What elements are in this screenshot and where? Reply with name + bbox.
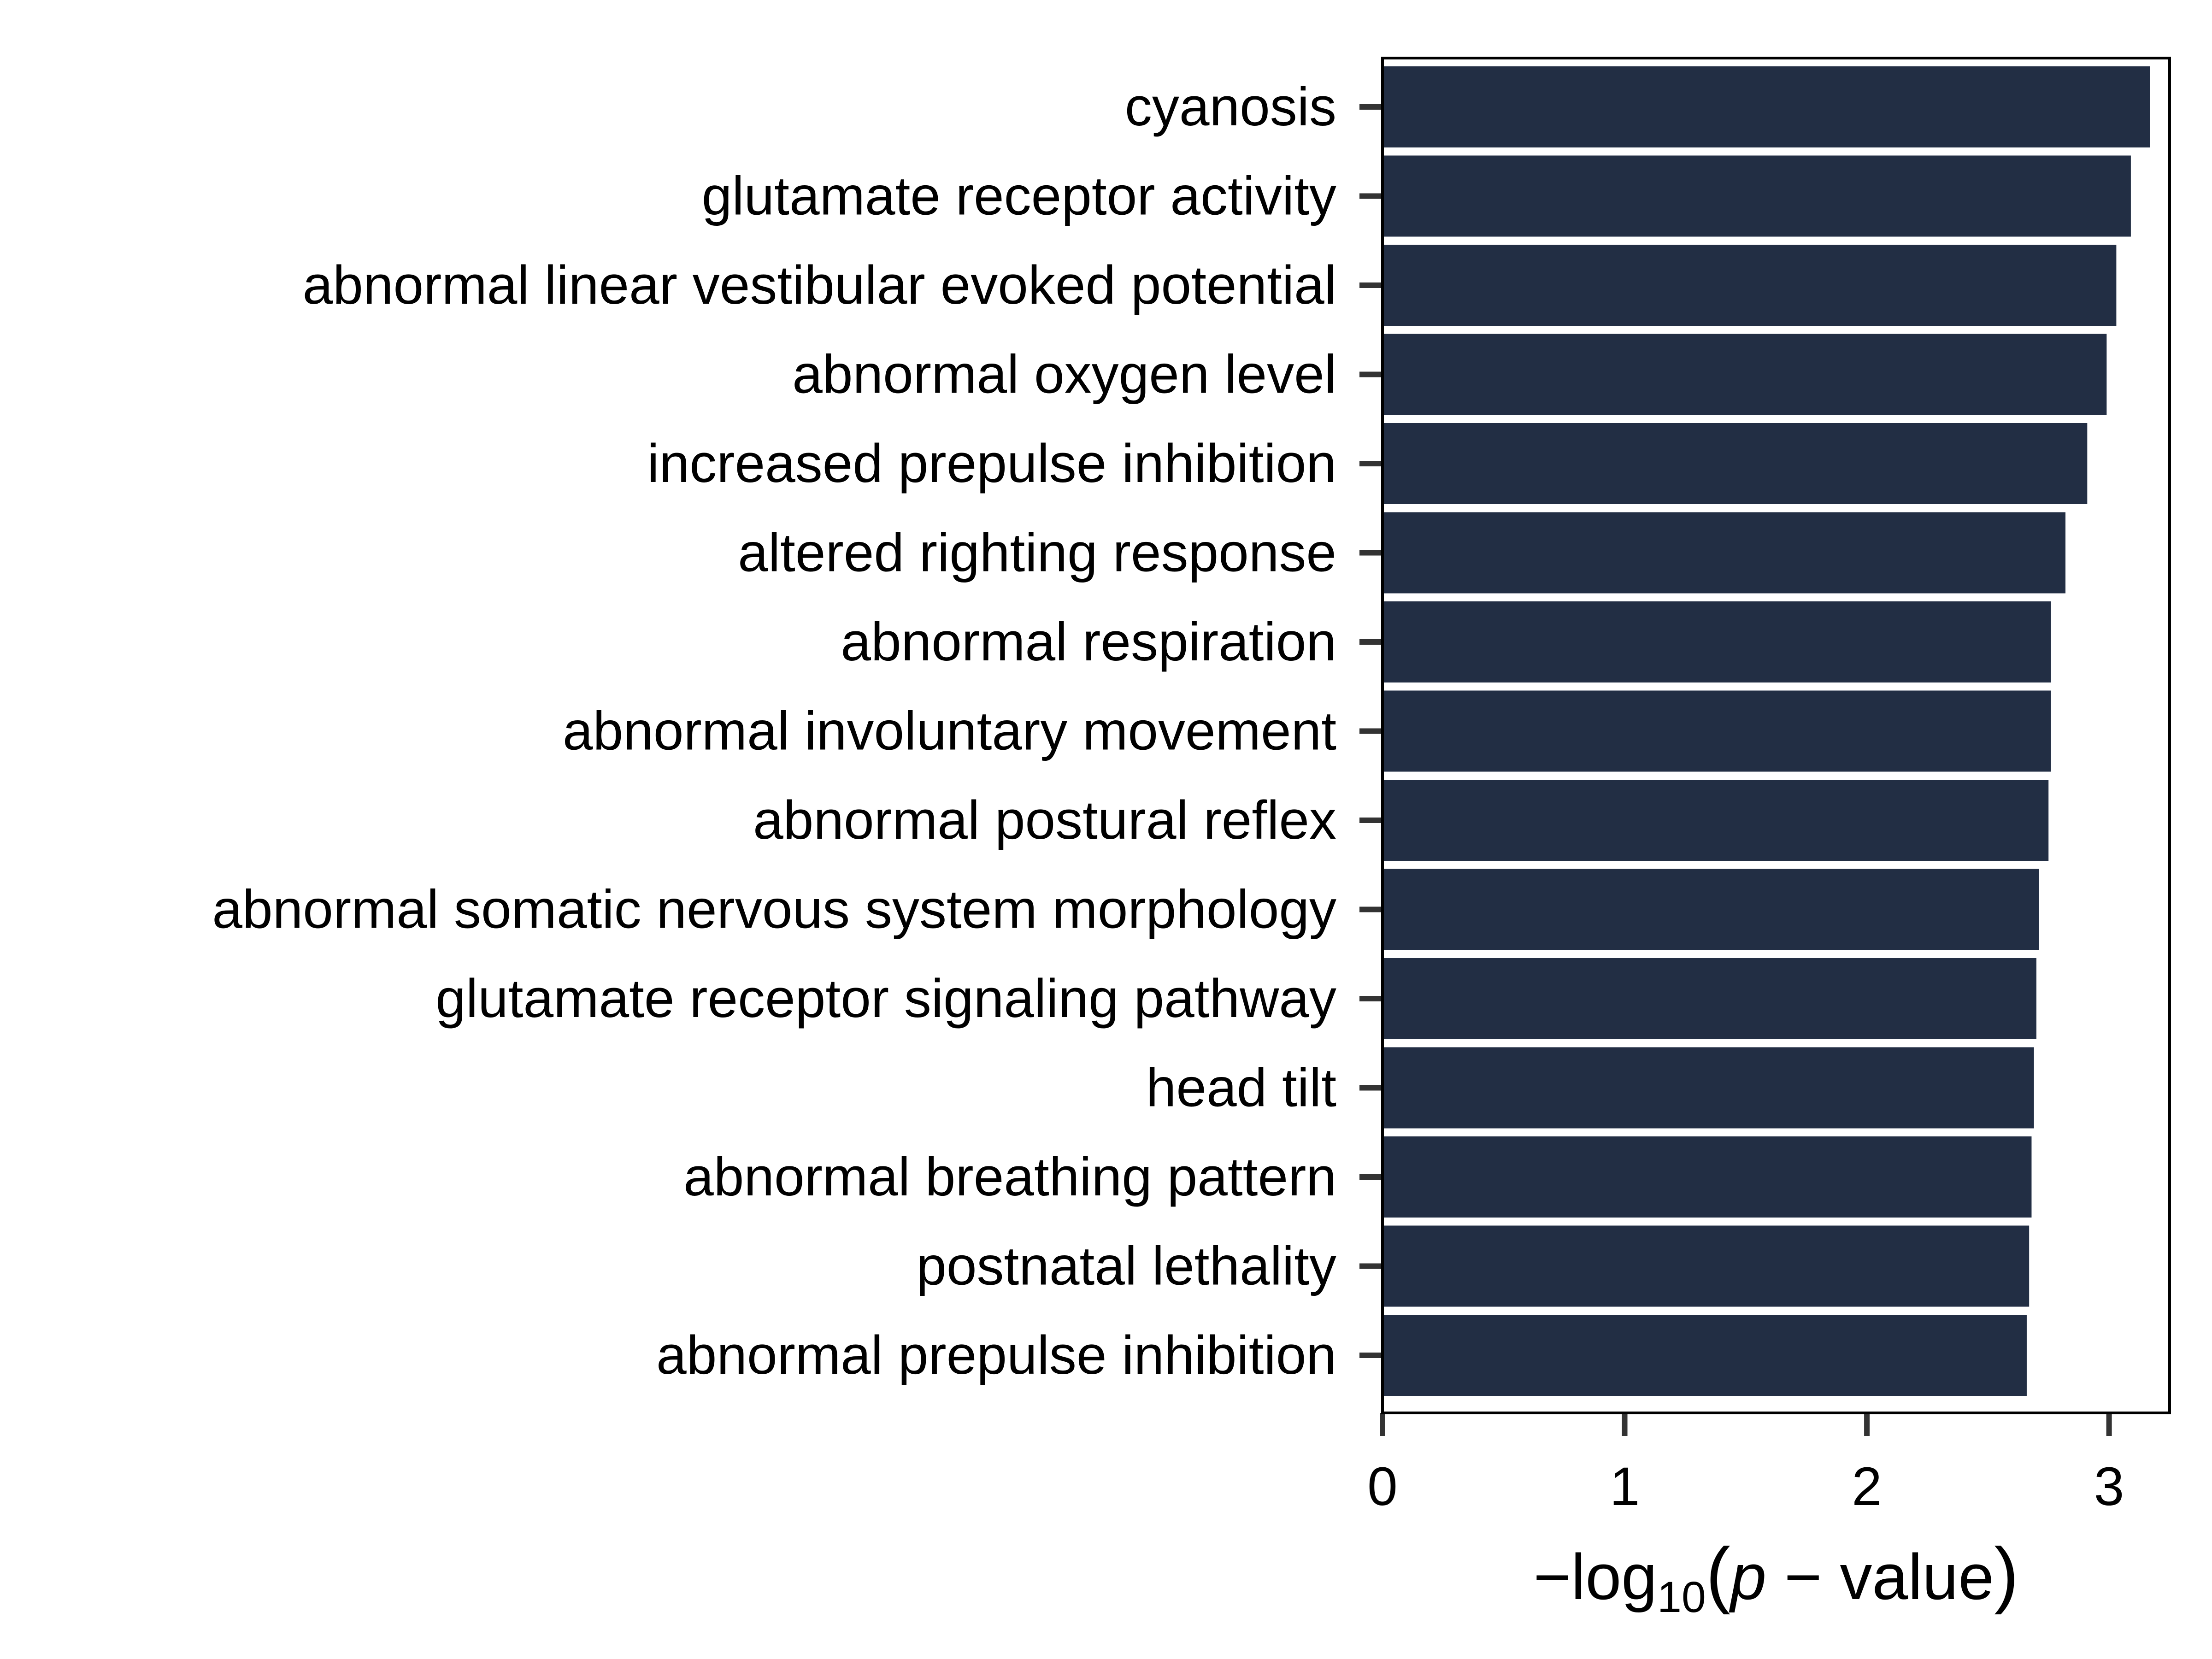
category-label: abnormal prepulse inhibition xyxy=(656,1325,1336,1386)
x-axis-title-close-paren: ) xyxy=(1994,1532,2018,1615)
plot-frame xyxy=(1381,57,2171,1414)
category-label: abnormal postural reflex xyxy=(753,790,1336,851)
category-label: postnatal lethality xyxy=(916,1236,1336,1297)
x-tick-label: 1 xyxy=(1610,1456,1640,1517)
category-label: abnormal somatic nervous system morpholo… xyxy=(212,879,1336,940)
category-label: cyanosis xyxy=(1125,76,1336,137)
bar xyxy=(1384,66,2150,147)
category-label: abnormal breathing pattern xyxy=(683,1147,1336,1207)
x-tick-label: 3 xyxy=(2094,1456,2124,1517)
bar xyxy=(1384,512,2066,594)
bar xyxy=(1384,1047,2034,1129)
bar xyxy=(1384,1136,2032,1218)
bar xyxy=(1384,1225,2030,1307)
category-label: head tilt xyxy=(1146,1058,1336,1118)
bar xyxy=(1384,780,2049,861)
x-ticks-group: 0 1 2 3 xyxy=(1367,1413,2124,1517)
bar xyxy=(1384,155,2131,237)
category-label: glutamate receptor signaling pathway xyxy=(435,968,1336,1029)
x-axis-title-suffix: − value xyxy=(1766,1541,1994,1613)
category-label: increased prepulse inhibition xyxy=(647,433,1336,494)
category-label: altered righting response xyxy=(738,523,1336,583)
x-tick-label: 0 xyxy=(1367,1456,1398,1517)
x-axis-title-open-paren: ( xyxy=(1706,1532,1730,1615)
bar xyxy=(1384,1315,2027,1396)
x-axis-title: −log10(p − value) xyxy=(1534,1532,2019,1622)
x-axis-title-variable: p xyxy=(1729,1541,1766,1613)
x-axis-title-prefix: −log xyxy=(1534,1541,1658,1613)
bar xyxy=(1384,245,2117,326)
bars-group xyxy=(1384,66,2150,1396)
x-tick-label: 2 xyxy=(1852,1456,1882,1517)
category-label: glutamate receptor activity xyxy=(702,166,1336,227)
bar xyxy=(1384,334,2107,415)
bar xyxy=(1384,423,2088,504)
bar xyxy=(1384,958,2036,1039)
bar xyxy=(1384,869,2039,950)
x-axis-title-subscript: 10 xyxy=(1657,1573,1706,1622)
category-label: abnormal respiration xyxy=(841,612,1336,672)
category-label: abnormal linear vestibular evoked potent… xyxy=(303,255,1336,316)
category-labels-group: cyanosis glutamate receptor activity abnor… xyxy=(212,76,1336,1386)
bar xyxy=(1384,601,2051,682)
y-ticks-group xyxy=(1359,104,1382,1358)
category-label: abnormal involuntary movement xyxy=(563,701,1336,762)
category-label: abnormal oxygen level xyxy=(792,344,1336,405)
bar xyxy=(1384,690,2051,772)
